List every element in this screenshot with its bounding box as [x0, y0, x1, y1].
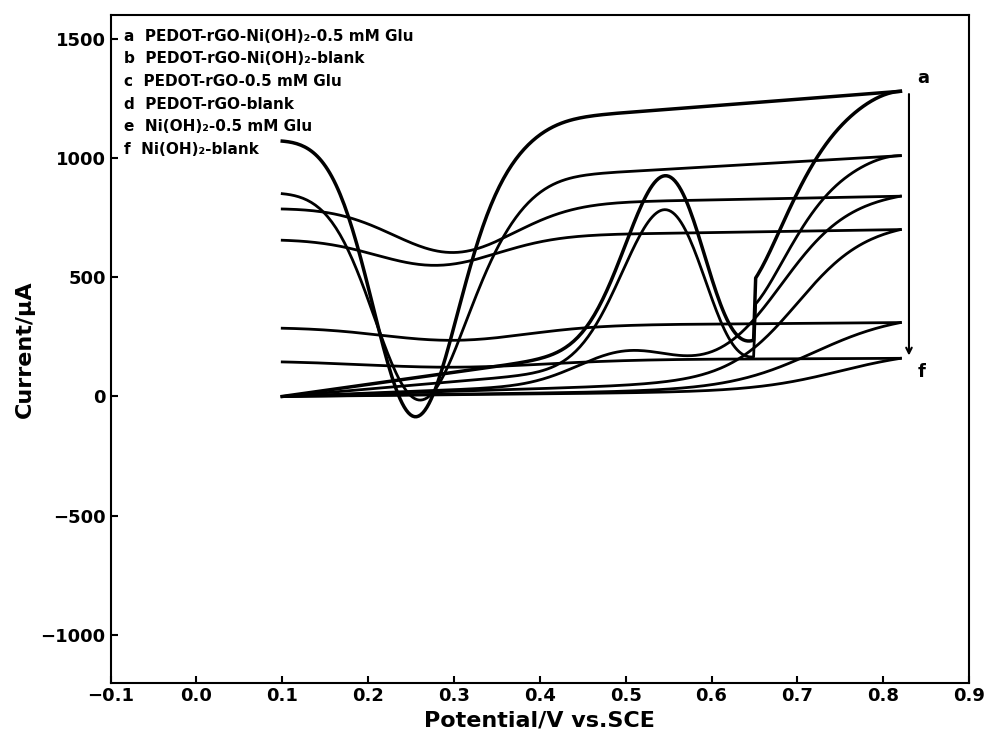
Y-axis label: Current/μA: Current/μA — [15, 280, 35, 418]
Legend: a  PEDOT-rGO-Ni(OH)₂-0.5 mM Glu, b  PEDOT-rGO-Ni(OH)₂-blank, c  PEDOT-rGO-0.5 mM: a PEDOT-rGO-Ni(OH)₂-0.5 mM Glu, b PEDOT-… — [118, 22, 420, 163]
Text: a: a — [918, 69, 930, 87]
X-axis label: Potential/V vs.SCE: Potential/V vs.SCE — [424, 711, 655, 731]
Text: f: f — [918, 363, 925, 381]
